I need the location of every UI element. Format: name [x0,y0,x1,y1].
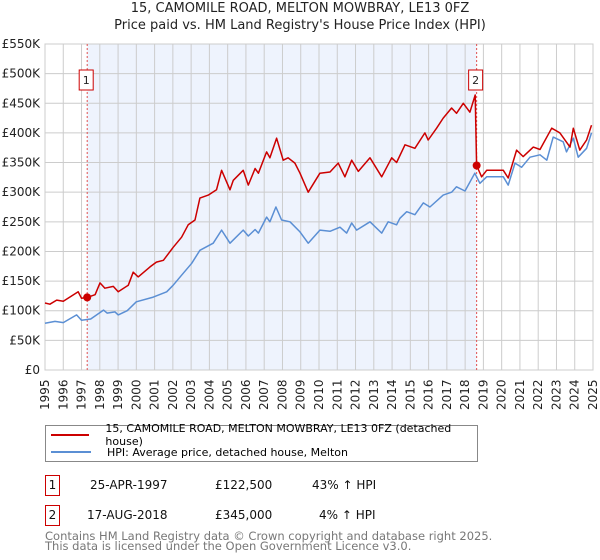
sale-label-box-2 [468,69,484,91]
x-tick-label: 1998 [93,379,107,410]
y-tick-label: £0 [25,363,40,377]
x-tick-label: 2023 [549,379,563,410]
x-tick-label: 2011 [330,379,344,410]
sale-price: £122,500 [215,478,273,492]
x-tick-label: 1996 [56,379,70,410]
chart-subtitle: Price paid vs. HM Land Registry's House … [114,18,486,33]
sale-row-2: 2 17-AUG-2018 £345,000 4% ↑ HPI [45,505,445,526]
y-tick-label: £50K [9,333,41,347]
x-tick-label: 2014 [385,379,399,410]
x-tick-label: 2019 [476,379,490,410]
x-tick-label: 2002 [166,379,180,410]
sale-marker-badge: 2 [45,505,60,526]
sale-label-box-1 [78,69,94,91]
sale-label-1: 1 [83,74,90,87]
x-tick-label: 2009 [294,379,308,410]
footer-line-2: This data is licensed under the Open Gov… [45,539,412,553]
x-tick-label: 2012 [349,379,363,410]
x-tick-label: 2006 [239,379,253,410]
legend-label: HPI: Average price, detached house, Melt… [107,445,348,459]
price-paid-line [44,94,593,305]
x-tick-label: 2001 [148,379,162,410]
y-tick-label: £500K [2,67,42,81]
sale-point-1 [83,293,92,302]
x-tick-label: 1999 [111,379,125,410]
x-tick-label: 2004 [202,379,216,410]
sale-hpi-diff: 4% ↑ HPI [319,508,376,522]
legend-item-property: 15, CAMOMILE ROAD, MELTON MOWBRAY, LE13 … [46,422,477,448]
sale-date: 25-APR-1997 [90,478,168,492]
x-tick-label: 2007 [257,379,271,410]
y-tick-label: £200K [2,244,42,258]
price-chart: 1995 1996 1997 1998 1999 2000 2001 2002 2003 2004… [2,37,600,410]
sale-point-2 [472,161,481,170]
x-tick-label: 2021 [513,379,527,410]
sale-date: 17-AUG-2018 [87,508,168,522]
hpi-line [44,132,593,324]
x-tick-label: 2005 [221,379,235,410]
x-tick-label: 2015 [403,379,417,410]
x-tick-label: 1995 [38,379,52,410]
x-tick-label: 2024 [568,379,582,410]
legend-swatch-red [51,434,90,436]
plot-frame [44,43,594,371]
x-tick-label: 2018 [458,379,472,410]
x-tick-label: 2020 [495,379,509,410]
y-tick-label: £400K [2,126,42,140]
y-tick-label: £150K [2,274,42,288]
x-tick-label: 2008 [275,379,289,410]
x-tick-label: 2013 [367,379,381,410]
x-tick-label: 2003 [184,379,198,410]
chart-title: 15, CAMOMILE ROAD, MELTON MOWBRAY, LE13 … [130,1,470,16]
x-tick-label: 2000 [129,379,143,410]
y-tick-label: £550K [2,37,42,51]
legend-label: 15, CAMOMILE ROAD, MELTON MOWBRAY, LE13 … [105,422,452,448]
y-tick-label: £450K [2,96,42,110]
x-tick-label: 2016 [422,379,436,410]
x-tick-label: 1997 [75,379,89,410]
sale-row-1: 1 25-APR-1997 £122,500 43% ↑ HPI [45,475,445,496]
x-tick-label: 2010 [312,379,326,410]
legend-item-hpi: HPI: Average price, detached house, Melt… [46,444,348,460]
sale-hpi-diff: 43% ↑ HPI [312,478,377,492]
footer-line-1: Contains HM Land Registry data © Crown c… [45,529,493,543]
y-tick-label: £100K [2,304,42,318]
sale-marker-badge: 1 [45,475,60,496]
x-tick-label: 2017 [440,379,454,410]
y-tick-label: £300K [2,185,42,199]
y-tick-label: £350K [2,156,42,170]
shaded-ownership-period [87,44,477,370]
sale-label-2: 2 [472,74,479,87]
footer: Contains HM Land Registry data © Crown c… [45,529,493,553]
y-tick-label: £250K [2,215,42,229]
x-tick-label: 2022 [531,379,545,410]
sale-price: £345,000 [215,508,273,522]
legend: 15, CAMOMILE ROAD, MELTON MOWBRAY, LE13 … [45,422,478,462]
x-tick-label: 2025 [586,379,600,410]
legend-swatch-blue [51,451,91,453]
